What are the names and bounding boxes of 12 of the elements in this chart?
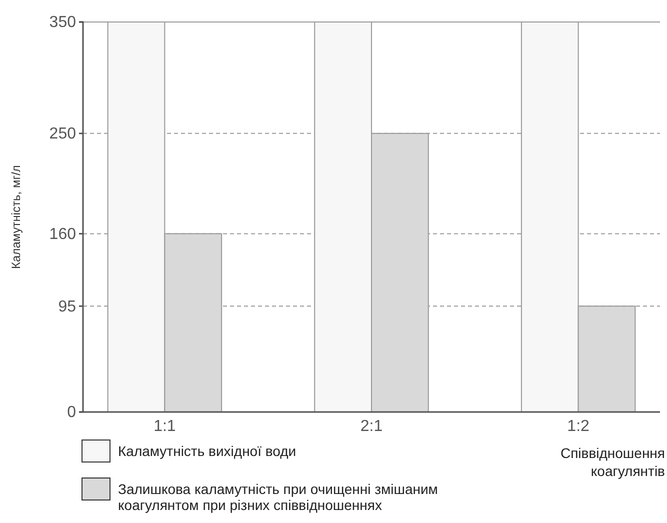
y-tick-label: 250 <box>49 126 76 143</box>
text: Каламутність вихідної води <box>118 443 296 459</box>
x-tick-label: 1:1 <box>154 418 176 435</box>
x-tick-label: 2:1 <box>360 418 383 435</box>
legend-label: Залишкова каламутність при очищенні змішаним коагулянтом при різних співвідношеннях <box>118 481 438 513</box>
x-tick-label: 1:2 <box>567 418 590 435</box>
y-tick-label: 160 <box>49 226 76 243</box>
y-tick-label: 0 <box>67 404 76 422</box>
y-axis-title: Каламутність, мг/л <box>9 165 23 269</box>
x-axis-title: Співвідношення коагулянтів <box>560 445 665 479</box>
y-tick-label: 350 <box>49 14 76 32</box>
y-tick-label: 95 <box>58 298 76 316</box>
